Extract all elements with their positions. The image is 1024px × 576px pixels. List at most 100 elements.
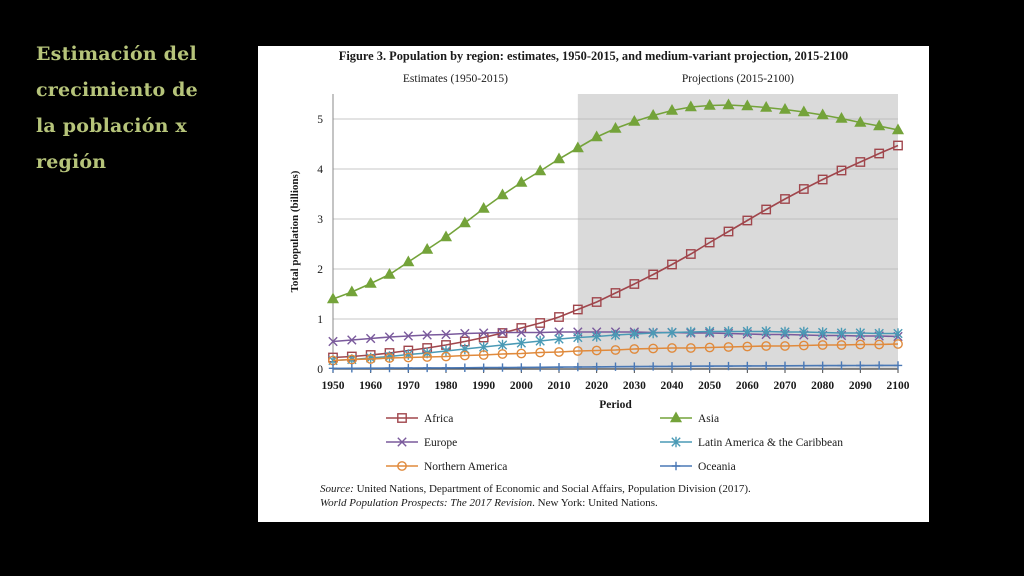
data-point bbox=[855, 327, 866, 339]
data-point bbox=[741, 99, 754, 111]
data-point bbox=[441, 329, 451, 340]
data-point bbox=[591, 297, 602, 307]
data-point bbox=[365, 354, 376, 364]
x-tick-label: 2010 bbox=[548, 380, 571, 392]
data-point bbox=[554, 312, 564, 322]
data-point bbox=[667, 327, 677, 338]
x-tick-label: 2080 bbox=[811, 380, 834, 392]
data-point bbox=[535, 347, 546, 358]
data-point bbox=[592, 362, 601, 372]
data-point bbox=[498, 363, 507, 372]
data-point bbox=[571, 141, 584, 153]
data-point bbox=[328, 336, 338, 347]
data-point bbox=[403, 331, 414, 341]
data-point bbox=[497, 339, 508, 351]
data-point bbox=[817, 174, 828, 185]
data-point bbox=[383, 267, 396, 279]
data-point bbox=[347, 364, 357, 373]
slide-title-line: la población x bbox=[36, 115, 187, 137]
y-tick-label: 4 bbox=[317, 164, 323, 176]
data-point bbox=[478, 328, 489, 338]
data-point bbox=[554, 347, 564, 357]
x-tick-label: 2090 bbox=[849, 380, 872, 392]
source-line-2: World Population Prospects: The 2017 Rev… bbox=[320, 497, 920, 509]
data-point bbox=[685, 343, 696, 353]
data-point bbox=[459, 350, 470, 361]
region-label: Estimates (1950-2015) bbox=[403, 73, 508, 85]
data-point bbox=[724, 361, 733, 371]
data-point bbox=[346, 354, 357, 365]
data-point bbox=[591, 331, 602, 342]
region-label: Projections (2015-2100) bbox=[682, 73, 794, 85]
legend: Africa Asia Europe Latin America & the Cari… bbox=[386, 411, 843, 473]
data-point bbox=[722, 98, 735, 110]
data-point bbox=[366, 364, 375, 373]
data-point bbox=[384, 332, 395, 342]
data-point bbox=[497, 349, 508, 359]
data-point bbox=[743, 361, 752, 371]
data-point bbox=[648, 269, 659, 280]
data-point bbox=[384, 351, 395, 362]
data-point bbox=[761, 204, 772, 215]
data-point bbox=[684, 100, 697, 112]
legend-label: Oceania bbox=[698, 461, 736, 473]
legend-label: Northern America bbox=[424, 461, 507, 473]
data-point bbox=[818, 361, 827, 370]
figure-panel: Figure 3. Population by region: estimate… bbox=[258, 46, 929, 522]
data-point bbox=[742, 326, 753, 337]
data-point bbox=[497, 327, 508, 338]
y-tick-label: 2 bbox=[317, 264, 323, 276]
data-point bbox=[723, 326, 734, 337]
data-point bbox=[780, 326, 790, 338]
data-point bbox=[326, 292, 340, 304]
x-axis-label: Period bbox=[599, 399, 632, 411]
data-point bbox=[780, 341, 790, 351]
slide-title-line: Estimación del bbox=[36, 43, 197, 65]
legend-item: Latin America & the Caribbean bbox=[660, 436, 843, 449]
data-point bbox=[723, 342, 734, 352]
data-point bbox=[629, 328, 640, 340]
data-point bbox=[874, 339, 885, 350]
legend-item: Asia bbox=[660, 411, 719, 425]
data-point bbox=[761, 341, 772, 351]
slide-title: Estimación del crecimiento de la poblaci… bbox=[36, 36, 206, 180]
data-point bbox=[516, 337, 527, 349]
legend-marker bbox=[669, 411, 683, 423]
data-point bbox=[704, 342, 715, 353]
legend-label: Latin America & the Caribbean bbox=[698, 437, 843, 449]
legend-item: Europe bbox=[386, 437, 457, 449]
data-point bbox=[552, 152, 566, 164]
data-point bbox=[365, 333, 376, 344]
data-point bbox=[422, 363, 432, 373]
data-point bbox=[611, 362, 620, 371]
data-point bbox=[836, 327, 847, 339]
data-point bbox=[854, 115, 867, 127]
data-point bbox=[609, 121, 622, 133]
data-point bbox=[345, 285, 358, 297]
data-point bbox=[516, 348, 527, 359]
data-point bbox=[517, 363, 526, 372]
data-point bbox=[685, 249, 696, 259]
series-northern-america bbox=[328, 339, 903, 366]
data-point bbox=[535, 318, 546, 328]
data-point bbox=[496, 188, 509, 200]
data-point bbox=[554, 362, 564, 372]
data-point bbox=[817, 340, 828, 350]
data-point bbox=[441, 351, 451, 362]
data-point bbox=[780, 194, 790, 204]
data-point bbox=[855, 339, 866, 350]
legend-label: Asia bbox=[698, 413, 719, 425]
data-point bbox=[554, 333, 564, 345]
data-point bbox=[836, 165, 847, 176]
y-tick-label: 3 bbox=[317, 214, 323, 226]
data-point bbox=[665, 103, 679, 115]
data-point bbox=[893, 339, 903, 349]
data-point bbox=[630, 362, 639, 371]
legend-label: Africa bbox=[424, 413, 453, 425]
data-point bbox=[780, 361, 790, 370]
data-point bbox=[439, 230, 453, 242]
source-line-1: Source: United Nations, Department of Ec… bbox=[320, 483, 920, 495]
data-point bbox=[535, 363, 545, 372]
data-point bbox=[648, 327, 658, 339]
data-point bbox=[364, 276, 377, 288]
